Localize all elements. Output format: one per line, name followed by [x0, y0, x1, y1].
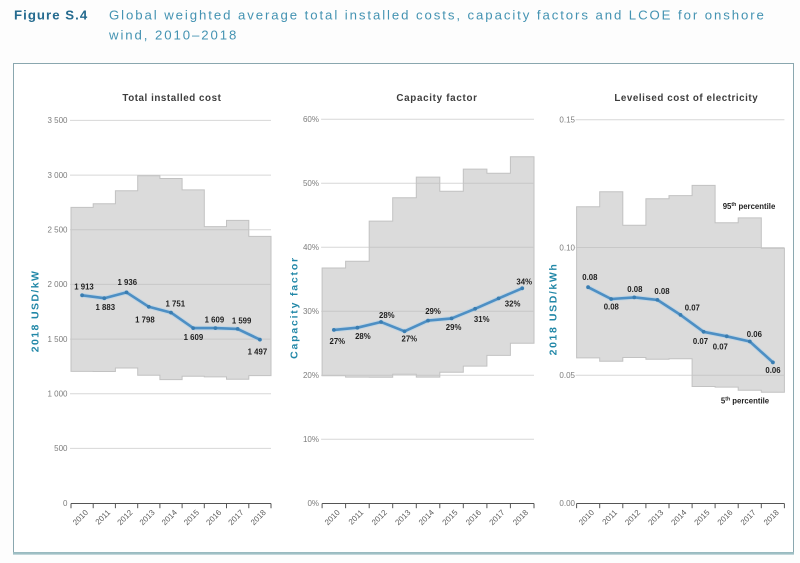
svg-text:Levelised cost of electricity: Levelised cost of electricity	[614, 93, 758, 104]
svg-text:60%: 60%	[303, 115, 319, 124]
svg-text:0.08: 0.08	[582, 273, 598, 282]
svg-text:Capacity factor: Capacity factor	[289, 256, 301, 359]
svg-text:0.06: 0.06	[765, 366, 781, 375]
svg-text:wind, 2010–2018: wind, 2010–2018	[108, 28, 238, 43]
svg-text:0.08: 0.08	[627, 285, 643, 294]
svg-text:Global weighted average total: Global weighted average total installed …	[109, 8, 766, 23]
svg-text:0.00: 0.00	[559, 499, 575, 508]
svg-text:1 936: 1 936	[118, 278, 138, 287]
svg-text:0.08: 0.08	[654, 287, 670, 296]
svg-text:0.07: 0.07	[713, 343, 728, 352]
svg-text:20%: 20%	[303, 371, 319, 380]
svg-text:29%: 29%	[446, 323, 462, 332]
svg-text:0.07: 0.07	[693, 337, 708, 346]
svg-text:Total installed cost: Total installed cost	[122, 93, 221, 104]
svg-text:95th percentile: 95th percentile	[723, 202, 776, 211]
svg-text:3 000: 3 000	[47, 171, 68, 180]
svg-text:28%: 28%	[355, 332, 371, 341]
svg-text:2018 USD/kWh: 2018 USD/kWh	[548, 263, 560, 356]
svg-text:0%: 0%	[307, 499, 319, 508]
svg-text:29%: 29%	[425, 307, 441, 316]
svg-text:0.06: 0.06	[747, 330, 763, 339]
svg-text:1 751: 1 751	[166, 299, 186, 308]
svg-text:1 497: 1 497	[248, 348, 268, 357]
svg-text:0.05: 0.05	[559, 371, 575, 380]
svg-text:32%: 32%	[505, 300, 521, 309]
svg-text:5th percentile: 5th percentile	[721, 397, 770, 406]
svg-text:0.10: 0.10	[559, 243, 575, 252]
svg-text:0.08: 0.08	[604, 303, 620, 312]
svg-text:31%: 31%	[474, 315, 490, 324]
svg-text:1 609: 1 609	[205, 316, 225, 325]
svg-text:1 798: 1 798	[135, 315, 155, 324]
svg-text:2 000: 2 000	[47, 280, 68, 289]
svg-text:Figure S.4: Figure S.4	[14, 8, 88, 23]
svg-text:2 500: 2 500	[47, 226, 68, 235]
svg-text:500: 500	[54, 444, 68, 453]
svg-text:1 609: 1 609	[184, 333, 204, 342]
svg-text:50%: 50%	[303, 179, 319, 188]
svg-text:Capacity factor: Capacity factor	[396, 93, 477, 104]
svg-text:0: 0	[63, 499, 68, 508]
svg-text:27%: 27%	[329, 337, 345, 346]
svg-text:40%: 40%	[303, 243, 319, 252]
svg-text:1 883: 1 883	[96, 303, 116, 312]
svg-text:1 000: 1 000	[47, 390, 68, 399]
svg-text:0.15: 0.15	[559, 116, 575, 125]
svg-text:10%: 10%	[303, 435, 319, 444]
svg-text:27%: 27%	[401, 335, 417, 344]
svg-text:28%: 28%	[379, 311, 395, 320]
svg-text:1 500: 1 500	[47, 335, 68, 344]
svg-text:34%: 34%	[516, 277, 532, 286]
svg-text:3 500: 3 500	[47, 116, 68, 125]
svg-text:30%: 30%	[303, 307, 319, 316]
svg-text:1 599: 1 599	[232, 317, 252, 326]
svg-text:2018 USD/kW: 2018 USD/kW	[30, 270, 42, 353]
svg-text:1 913: 1 913	[74, 282, 94, 291]
svg-text:0.07: 0.07	[685, 303, 700, 312]
